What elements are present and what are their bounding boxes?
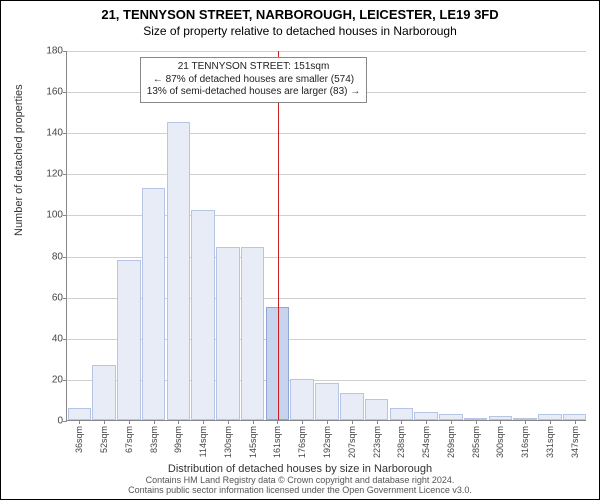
y-tick-label: 120 [46,169,63,180]
title-line2: Size of property relative to detached ho… [1,24,599,38]
x-tick [129,420,130,424]
y-tick-label: 160 [46,87,63,98]
bar [92,365,116,421]
annotation-box: 21 TENNYSON STREET: 151sqm← 87% of detac… [140,57,367,103]
bar [167,122,191,420]
x-tick-label: 67sqm [124,426,134,453]
y-tick [63,380,67,381]
x-tick-label: 83sqm [149,426,159,453]
y-tick [63,174,67,175]
bar [191,210,215,420]
x-tick-label: 99sqm [173,426,183,453]
y-tick [63,421,67,422]
x-tick [327,420,328,424]
x-tick-label: 52sqm [99,426,109,453]
y-tick-label: 20 [52,374,63,385]
x-tick-label: 161sqm [272,426,282,458]
x-axis-label: Distribution of detached houses by size … [1,463,599,475]
y-tick [63,215,67,216]
bar [315,383,339,420]
y-tick-label: 80 [52,251,63,262]
x-tick [550,420,551,424]
x-tick-label: 207sqm [347,426,357,458]
bar [216,247,240,420]
annotation-line2: ← 87% of detached houses are smaller (57… [147,74,360,87]
y-axis-label: Number of detached properties [13,84,25,236]
annotation-line1: 21 TENNYSON STREET: 151sqm [147,61,360,74]
x-tick-label: 269sqm [446,426,456,458]
y-tick [63,298,67,299]
x-tick [203,420,204,424]
x-tick-label: 36sqm [74,426,84,453]
x-tick-label: 223sqm [372,426,382,458]
x-tick [575,420,576,424]
x-tick [228,420,229,424]
x-tick [277,420,278,424]
x-tick-label: 316sqm [520,426,530,458]
y-tick [63,92,67,93]
x-tick-label: 130sqm [223,426,233,458]
caption: Contains HM Land Registry data © Crown c… [1,475,599,495]
bar [117,260,141,420]
title-block: 21, TENNYSON STREET, NARBOROUGH, LEICEST… [1,7,599,38]
x-tick-label: 285sqm [471,426,481,458]
x-tick [178,420,179,424]
bar [340,393,364,420]
gridline [67,51,586,52]
y-tick-label: 180 [46,46,63,57]
gridline [67,133,586,134]
y-tick-label: 60 [52,292,63,303]
x-tick [377,420,378,424]
x-tick [476,420,477,424]
x-tick-label: 254sqm [421,426,431,458]
y-tick [63,51,67,52]
bar [390,408,414,420]
x-tick-label: 300sqm [495,426,505,458]
x-tick [525,420,526,424]
y-tick [63,257,67,258]
x-tick [253,420,254,424]
bar [142,188,166,420]
bar [365,399,389,420]
y-tick-label: 140 [46,128,63,139]
caption-line2: Contains public sector information licen… [128,485,472,495]
gridline [67,174,586,175]
x-tick-label: 238sqm [396,426,406,458]
x-tick-label: 331sqm [545,426,555,458]
y-tick-label: 40 [52,333,63,344]
x-tick [352,420,353,424]
bar [290,379,314,420]
y-tick-label: 100 [46,210,63,221]
x-tick [104,420,105,424]
x-tick-label: 114sqm [198,426,208,457]
y-tick-label: 0 [57,416,63,427]
bar [241,247,265,420]
annotation-line3: 13% of semi-detached houses are larger (… [147,86,360,99]
caption-line1: Contains HM Land Registry data © Crown c… [146,475,455,485]
bar [414,412,438,420]
x-tick [154,420,155,424]
reference-line [278,51,279,420]
y-tick [63,339,67,340]
plot-inner: 02040608010012014016018036sqm52sqm67sqm8… [66,51,586,421]
x-tick [426,420,427,424]
title-line1: 21, TENNYSON STREET, NARBOROUGH, LEICEST… [1,7,599,22]
plot-area: 02040608010012014016018036sqm52sqm67sqm8… [66,51,586,421]
bar [68,408,92,420]
chart-container: 21, TENNYSON STREET, NARBOROUGH, LEICEST… [0,0,600,500]
x-tick [79,420,80,424]
x-tick [401,420,402,424]
x-tick [451,420,452,424]
x-tick-label: 347sqm [570,426,580,458]
x-tick-label: 176sqm [297,426,307,458]
x-tick-label: 145sqm [248,426,258,458]
x-tick-label: 192sqm [322,426,332,458]
x-tick [302,420,303,424]
y-tick [63,133,67,134]
x-tick [500,420,501,424]
